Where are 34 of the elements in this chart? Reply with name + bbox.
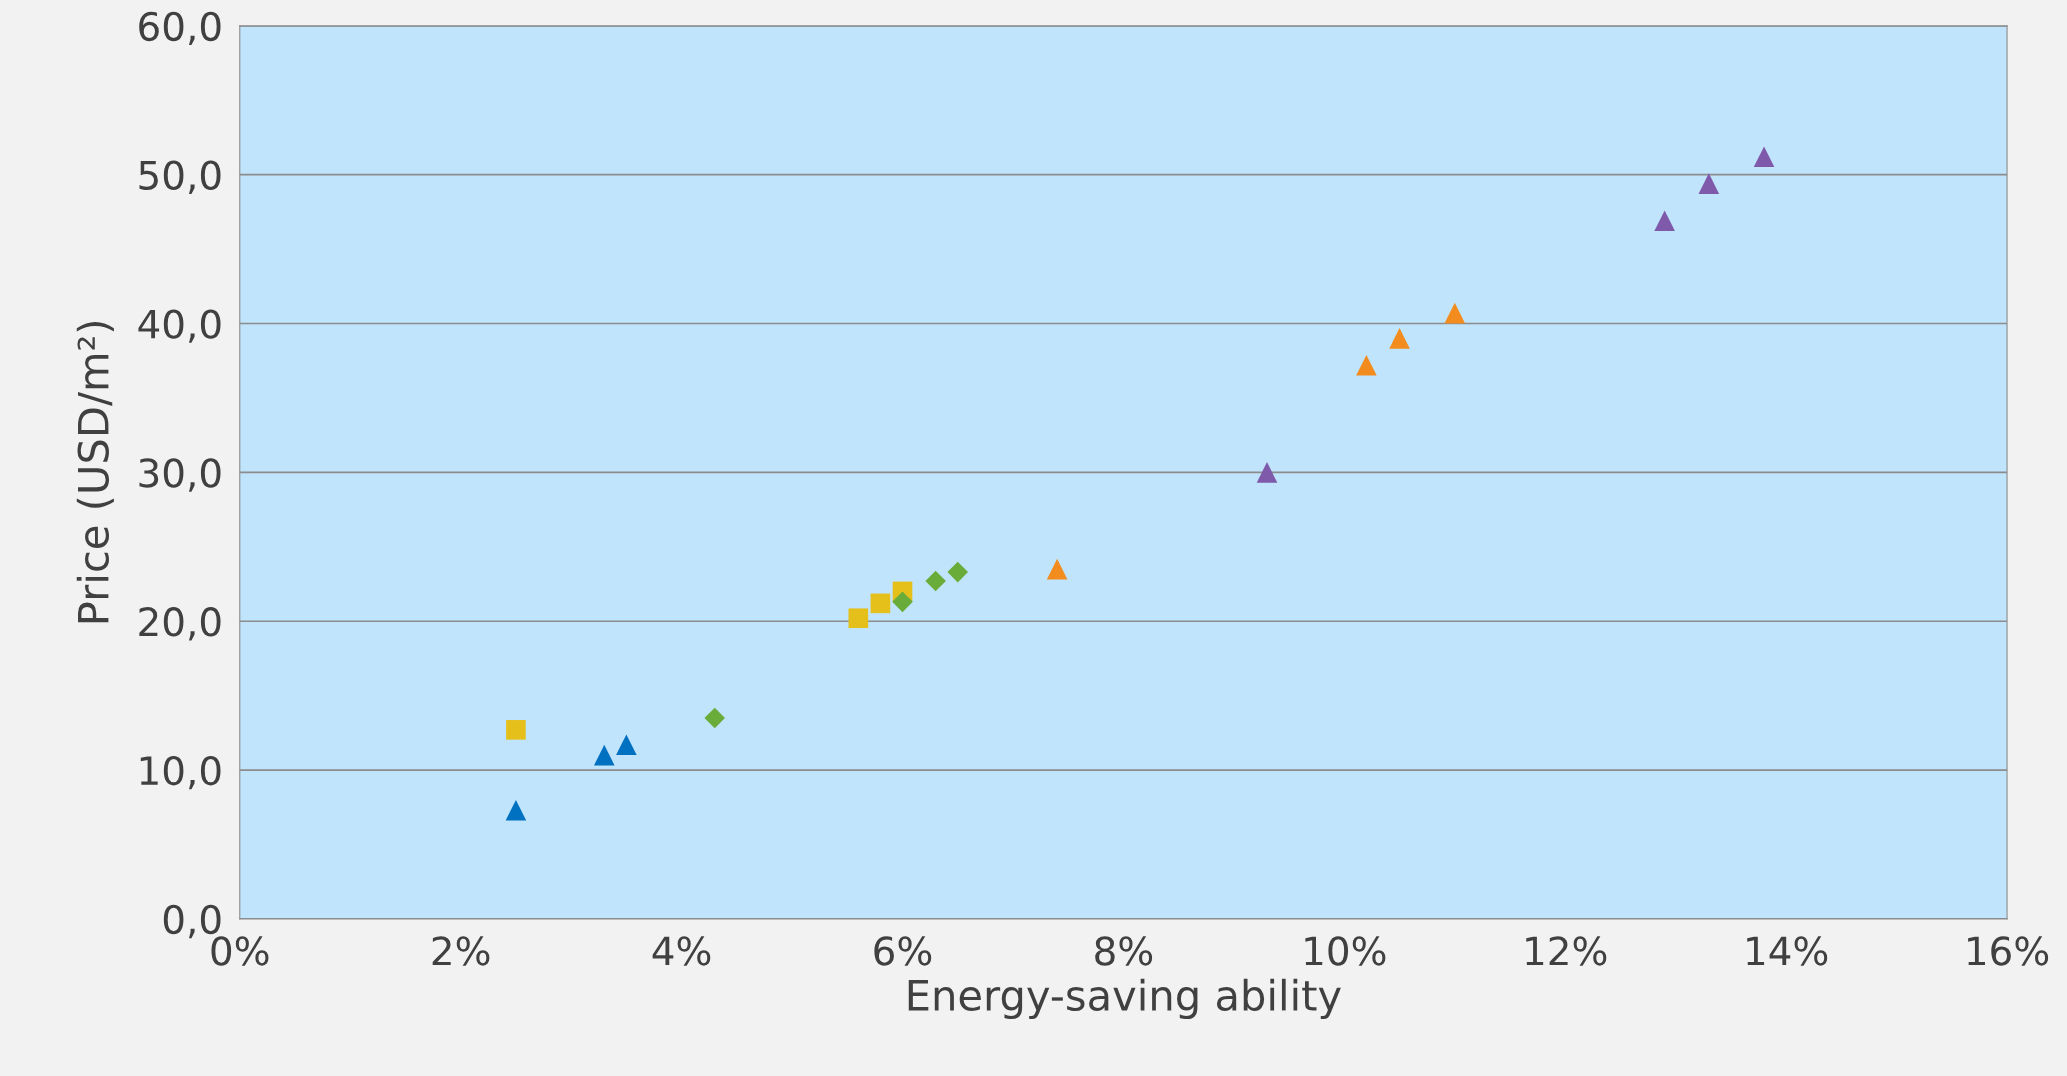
x-tick-label: 12%	[1526, 936, 1607, 966]
point	[1389, 328, 1410, 349]
point	[870, 593, 891, 614]
y-tick-label: 20,0	[139, 607, 221, 641]
point	[1356, 354, 1377, 376]
point	[506, 720, 526, 740]
point	[1654, 210, 1675, 232]
x-tick-label: 6%	[874, 936, 932, 966]
point	[892, 591, 913, 613]
y-tick-label: 10,0	[140, 755, 221, 790]
point	[848, 608, 869, 629]
point	[505, 799, 527, 821]
x-tick-label: 8%	[1095, 936, 1153, 966]
y-tick-label: 30,0	[139, 458, 221, 492]
point	[1444, 302, 1466, 324]
point	[616, 734, 637, 756]
y-tick-label: 50,0	[139, 160, 221, 194]
y-tick-label: 60,0	[139, 11, 221, 46]
x-tick-label: 14%	[1747, 936, 1828, 966]
x-tick-label: 2%	[432, 936, 490, 966]
y-axis-title: Price (USD/m²)	[76, 322, 114, 623]
point	[1046, 558, 1068, 580]
y-tick-label: 40,0	[138, 309, 221, 343]
x-axis-title: Energy-saving ability	[908, 978, 1341, 1020]
point	[593, 744, 615, 766]
point	[925, 570, 946, 592]
point	[1256, 462, 1278, 483]
point	[1753, 146, 1775, 168]
x-tick-label: 4%	[652, 936, 711, 966]
point	[947, 561, 969, 583]
x-tick-label: 10%	[1305, 936, 1386, 966]
point	[1698, 173, 1720, 194]
point	[704, 707, 726, 729]
x-tick-label: 16%	[1968, 936, 2049, 966]
